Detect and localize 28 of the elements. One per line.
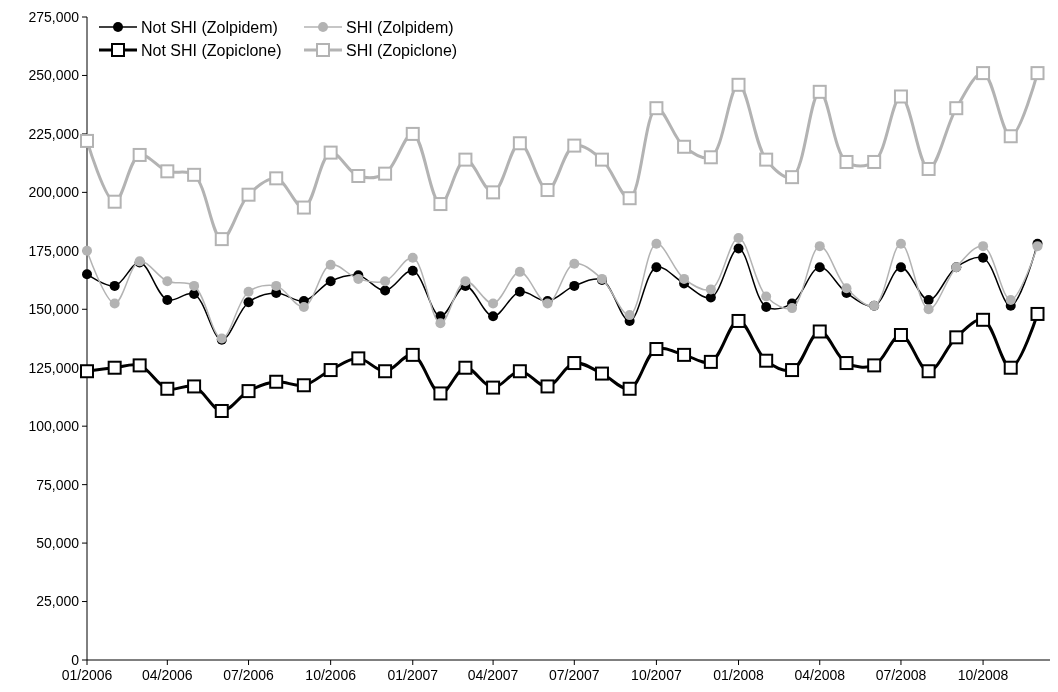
x-tick-label: 07/2008 — [875, 667, 927, 683]
legend-label: SHI (Zolpidem) — [346, 18, 454, 36]
x-tick-label: 10/2008 — [957, 667, 1009, 683]
y-tick-label: 150,000 — [28, 301, 80, 318]
y-tick-label: 275,000 — [28, 8, 80, 25]
y-tick-label: 200,000 — [28, 184, 80, 201]
y-tick-label: 250,000 — [28, 67, 80, 84]
x-tick-label: 10/2006 — [305, 667, 357, 683]
x-tick-label: 04/2006 — [142, 667, 193, 683]
legend-label: SHI (Zopiclone) — [346, 41, 458, 59]
y-tick-label: 75,000 — [36, 476, 80, 493]
y-tick-label: 0 — [71, 651, 80, 668]
x-tick-label: 01/2008 — [713, 667, 765, 683]
x-tick-label: 01/2006 — [61, 667, 113, 683]
x-tick-label: 04/2007 — [467, 667, 519, 683]
y-tick-label: 50,000 — [36, 534, 80, 551]
y-tick-label: 175,000 — [28, 242, 80, 259]
y-tick-label: 225,000 — [28, 125, 80, 142]
x-tick-label: 07/2006 — [223, 667, 275, 683]
legend-label: Not SHI (Zopiclone) — [141, 41, 282, 59]
x-tick-label: 10/2007 — [631, 667, 682, 683]
y-tick-label: 100,000 — [28, 418, 80, 435]
x-tick-label: 01/2007 — [387, 667, 439, 683]
y-tick-label: 125,000 — [28, 359, 80, 376]
y-tick-label: 25,000 — [36, 593, 80, 610]
x-tick-label: 04/2008 — [794, 667, 846, 683]
x-tick-label: 07/2007 — [549, 667, 600, 683]
legend-label: Not SHI (Zolpidem) — [141, 18, 278, 36]
